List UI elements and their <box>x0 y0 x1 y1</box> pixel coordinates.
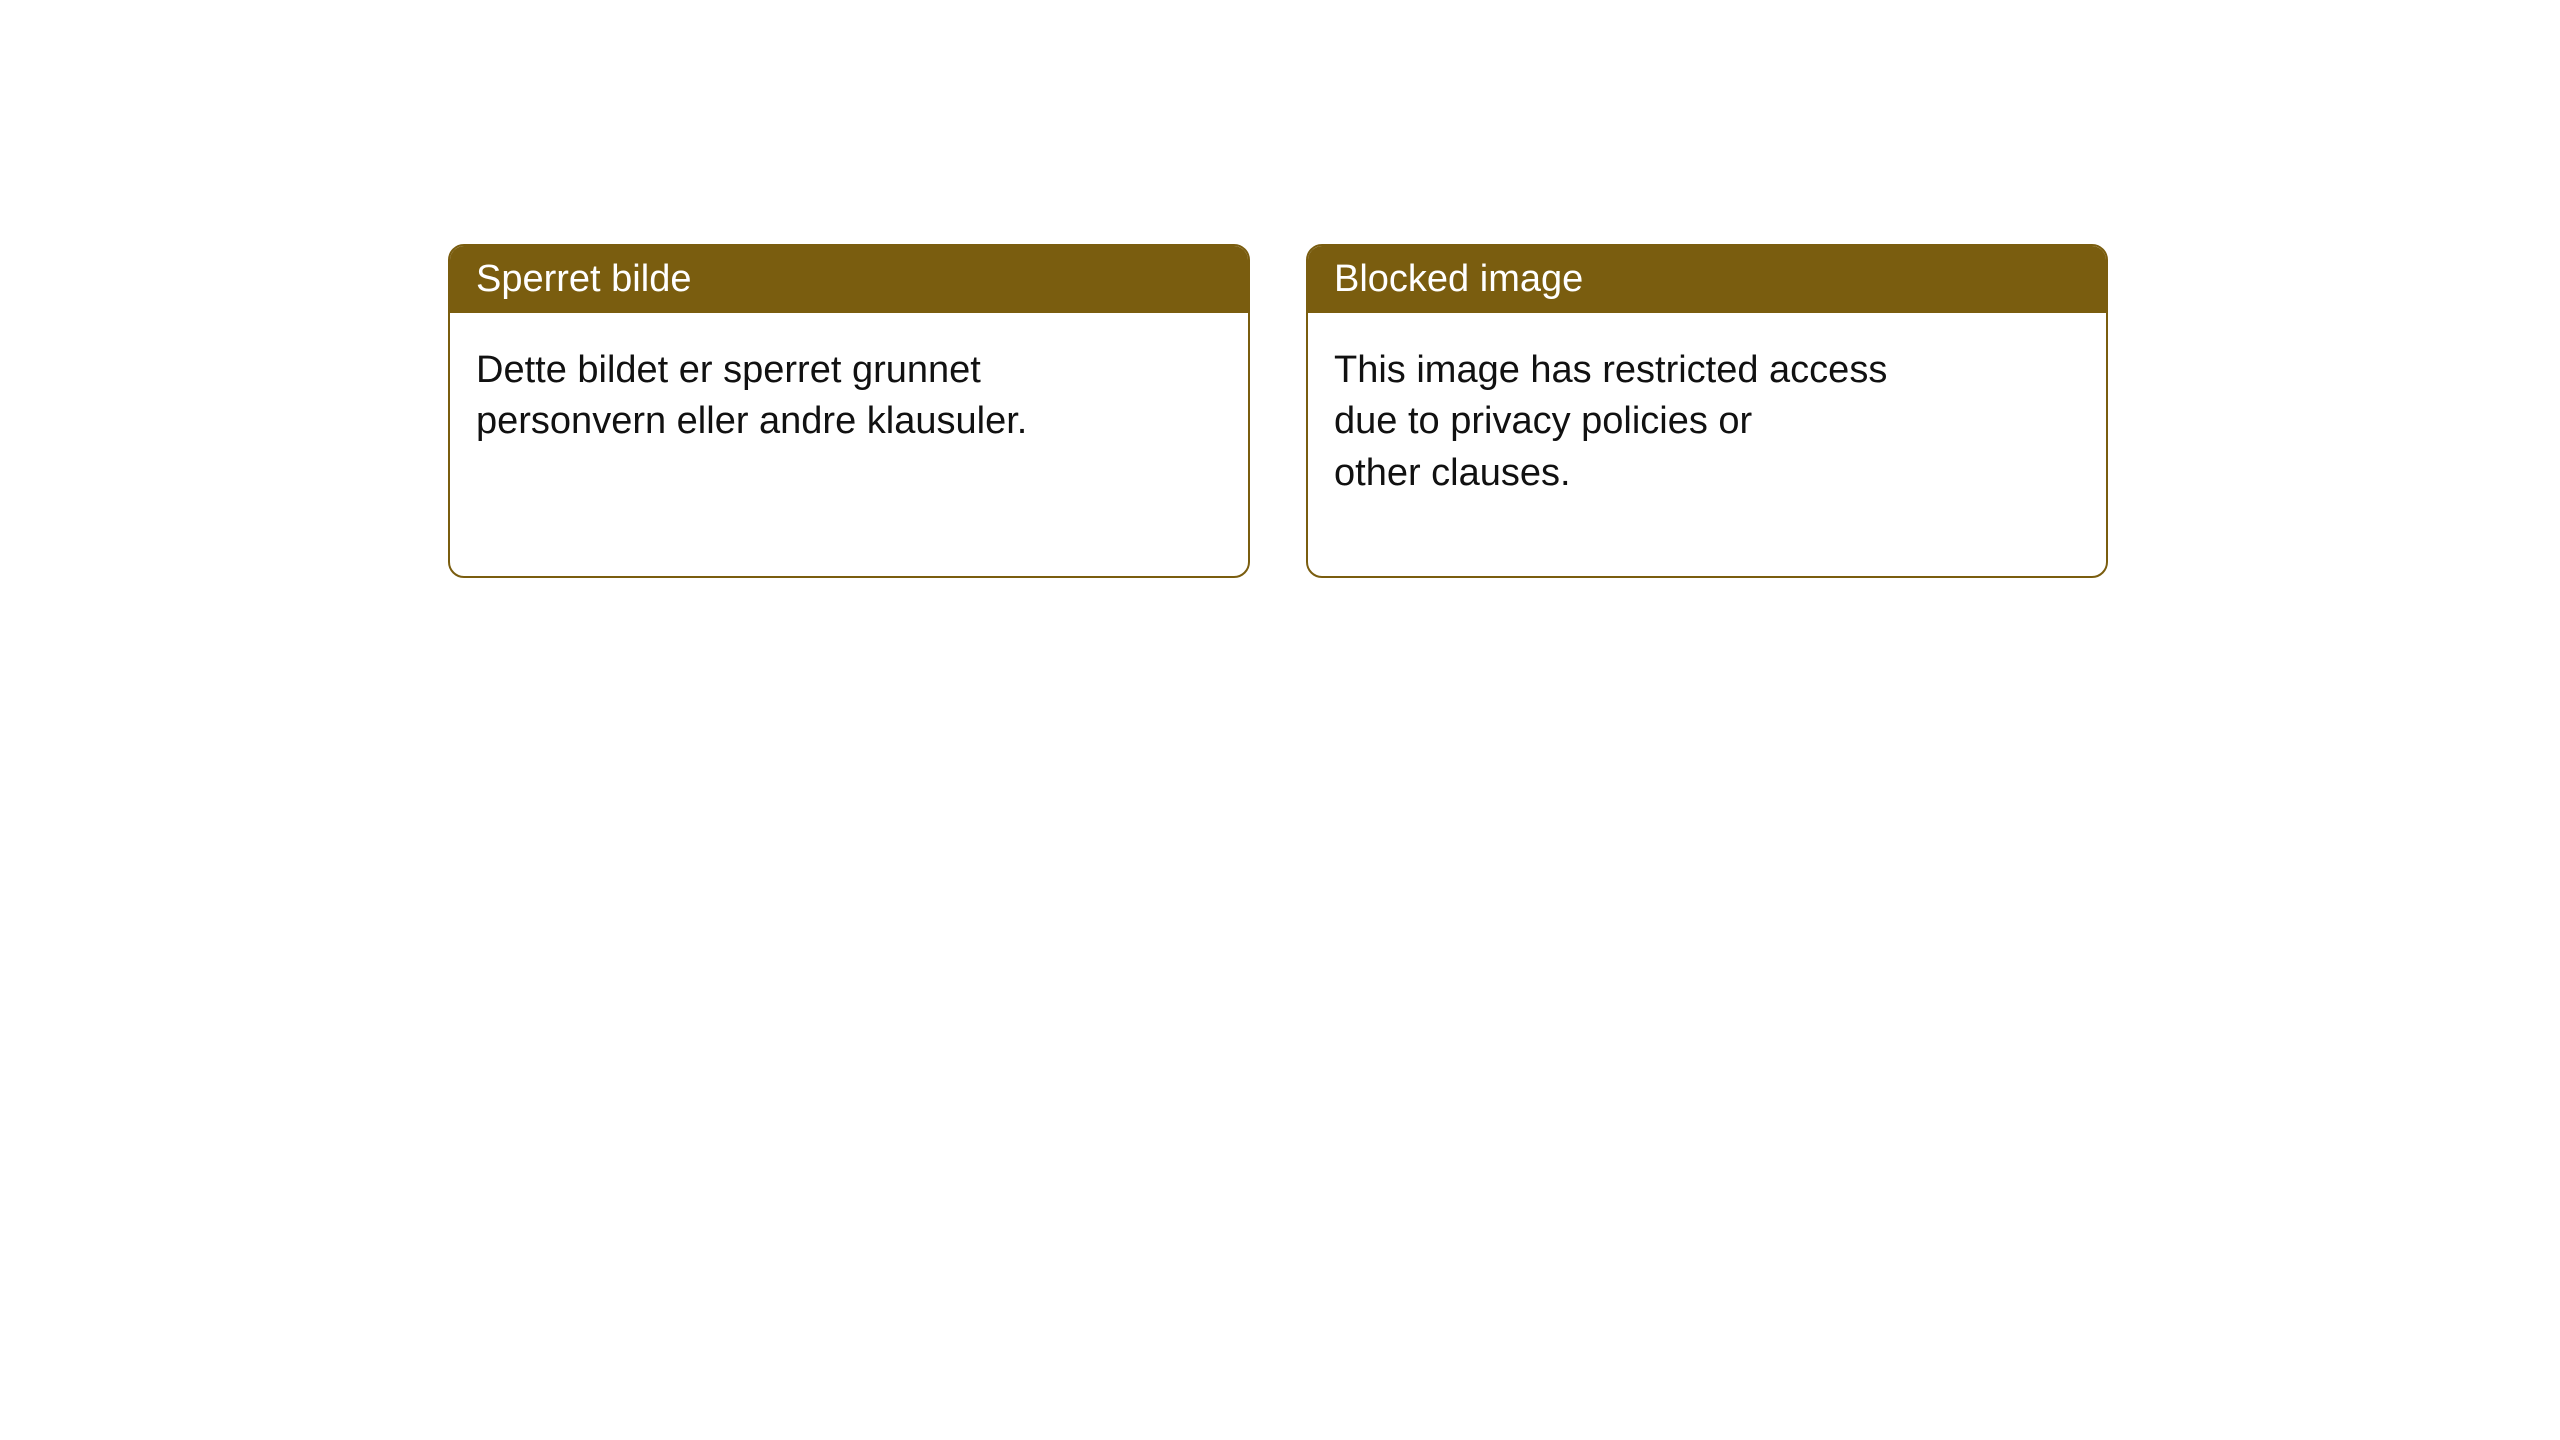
notice-body-norwegian: Dette bildet er sperret grunnet personve… <box>450 313 1248 480</box>
notice-header-norwegian: Sperret bilde <box>450 246 1248 313</box>
notice-box-norwegian: Sperret bilde Dette bildet er sperret gr… <box>448 244 1250 578</box>
notice-box-english: Blocked image This image has restricted … <box>1306 244 2108 578</box>
notice-container: Sperret bilde Dette bildet er sperret gr… <box>0 0 2560 578</box>
notice-header-english: Blocked image <box>1308 246 2106 313</box>
notice-body-english: This image has restricted access due to … <box>1308 313 2106 531</box>
